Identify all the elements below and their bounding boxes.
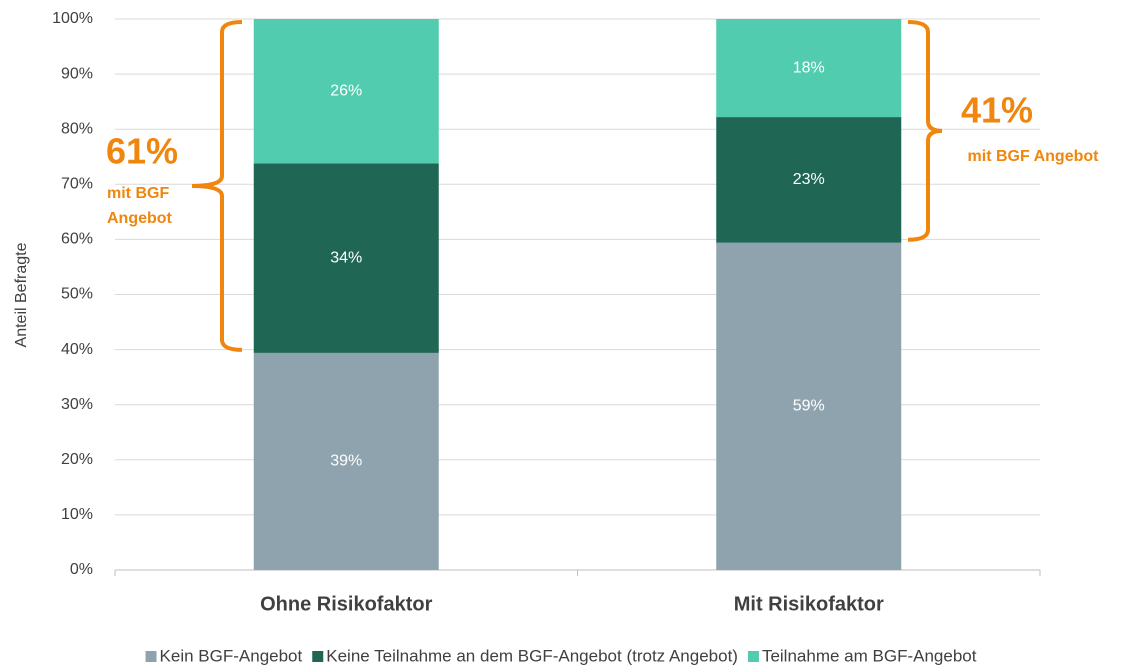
y-tick-label: 10%	[61, 506, 93, 523]
bar-segment	[253, 19, 439, 164]
y-tick-label: 100%	[52, 10, 93, 27]
data-label: 23%	[793, 171, 825, 188]
y-tick-label: 80%	[61, 120, 93, 137]
annotation-value: 41%	[961, 89, 1033, 130]
brace	[907, 20, 943, 242]
y-tick-label: 30%	[61, 396, 93, 413]
y-tick-label: 0%	[70, 561, 93, 578]
brace	[191, 20, 243, 352]
data-label: 26%	[330, 82, 362, 99]
data-label: 34%	[330, 249, 362, 266]
annotation-text: Angebot	[107, 210, 173, 227]
data-label: 39%	[330, 453, 362, 470]
legend-swatch	[747, 651, 759, 662]
y-tick-label: 50%	[61, 286, 93, 303]
y-tick-label: 70%	[61, 176, 93, 193]
y-tick-label: 20%	[61, 451, 93, 468]
annotation-value: 61%	[106, 130, 178, 171]
legend-label: Keine Teilnahme an dem BGF-Angebot (trot…	[326, 646, 738, 665]
bar-segment	[716, 117, 902, 243]
y-axis-label: Anteil Befragte	[13, 242, 30, 347]
legend-label: Kein BGF-Angebot	[160, 646, 303, 665]
data-label: 18%	[793, 59, 825, 76]
x-tick-label: Mit Risikofaktor	[734, 593, 884, 615]
y-tick-label: 90%	[61, 65, 93, 82]
data-label: 59%	[793, 398, 825, 415]
bar-segment	[253, 163, 439, 353]
bar-segment	[253, 352, 439, 570]
x-tick-label: Ohne Risikofaktor	[260, 593, 432, 615]
legend-label: Teilnahme am BGF-Angebot	[762, 646, 977, 665]
annotation-text: mit BGF	[107, 185, 169, 202]
legend-swatch	[145, 651, 157, 662]
legend-swatch	[312, 651, 324, 662]
y-tick-label: 40%	[61, 341, 93, 358]
bar-segment	[716, 19, 902, 118]
y-tick-label: 60%	[61, 231, 93, 248]
annotation-text: mit BGF Angebot	[968, 148, 1100, 165]
bar-segment	[716, 242, 902, 570]
